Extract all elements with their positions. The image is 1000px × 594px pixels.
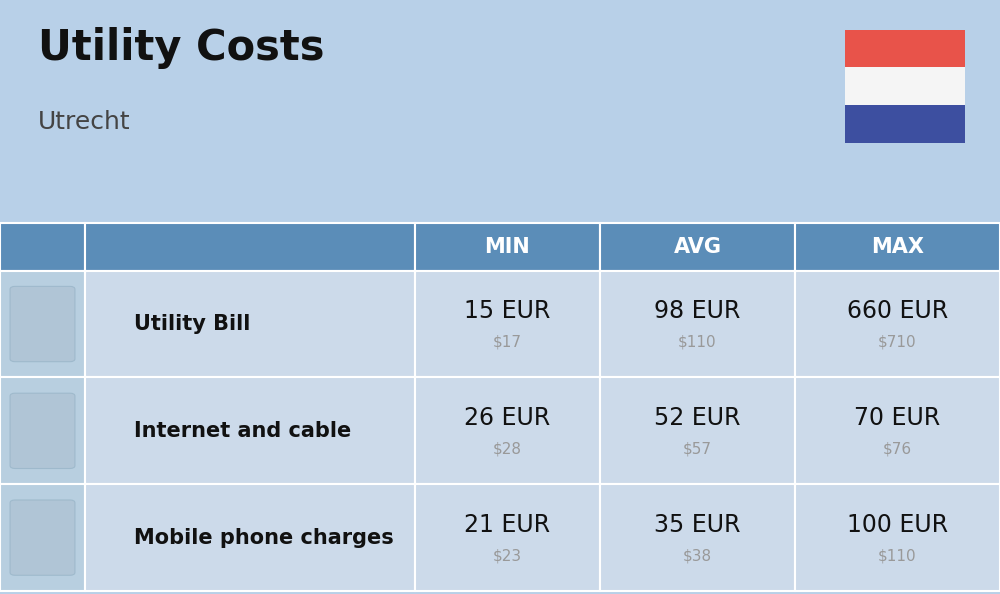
Bar: [845, 67, 965, 105]
Bar: [0, 377, 85, 484]
Text: $76: $76: [883, 441, 912, 456]
Bar: [600, 271, 795, 377]
Text: 35 EUR: 35 EUR: [654, 513, 741, 537]
Text: $38: $38: [683, 548, 712, 563]
Bar: [415, 377, 600, 484]
Text: 52 EUR: 52 EUR: [654, 406, 741, 430]
Text: MAX: MAX: [871, 236, 924, 257]
Text: $57: $57: [683, 441, 712, 456]
Bar: [795, 271, 1000, 377]
Bar: [600, 484, 795, 591]
Bar: [795, 223, 1000, 271]
Text: 660 EUR: 660 EUR: [847, 299, 948, 323]
Bar: [85, 271, 415, 377]
Text: $710: $710: [878, 334, 917, 350]
Bar: [415, 223, 600, 271]
Text: 26 EUR: 26 EUR: [464, 406, 551, 430]
Text: 100 EUR: 100 EUR: [847, 513, 948, 537]
Bar: [85, 377, 415, 484]
Bar: [415, 484, 600, 591]
Text: $28: $28: [493, 441, 522, 456]
Bar: [600, 377, 795, 484]
Bar: [0, 484, 85, 591]
Text: 70 EUR: 70 EUR: [854, 406, 941, 430]
Text: AVG: AVG: [674, 236, 722, 257]
Bar: [845, 105, 965, 143]
Text: $17: $17: [493, 334, 522, 350]
Text: Utrecht: Utrecht: [38, 110, 131, 134]
Text: Utility Bill: Utility Bill: [134, 314, 251, 334]
Bar: [795, 377, 1000, 484]
Bar: [85, 223, 415, 271]
Bar: [0, 223, 85, 271]
Bar: [0, 271, 85, 377]
Text: 21 EUR: 21 EUR: [464, 513, 551, 537]
FancyBboxPatch shape: [10, 500, 75, 576]
Text: Mobile phone charges: Mobile phone charges: [134, 527, 394, 548]
Bar: [85, 484, 415, 591]
Bar: [600, 223, 795, 271]
Text: 15 EUR: 15 EUR: [464, 299, 551, 323]
Bar: [415, 271, 600, 377]
Text: Utility Costs: Utility Costs: [38, 27, 324, 69]
Text: $110: $110: [878, 548, 917, 563]
FancyBboxPatch shape: [10, 393, 75, 469]
Text: $110: $110: [678, 334, 717, 350]
Text: 98 EUR: 98 EUR: [654, 299, 741, 323]
Text: MIN: MIN: [485, 236, 530, 257]
Bar: [845, 30, 965, 67]
Bar: [795, 484, 1000, 591]
Text: Internet and cable: Internet and cable: [134, 421, 352, 441]
FancyBboxPatch shape: [10, 286, 75, 362]
Text: $23: $23: [493, 548, 522, 563]
